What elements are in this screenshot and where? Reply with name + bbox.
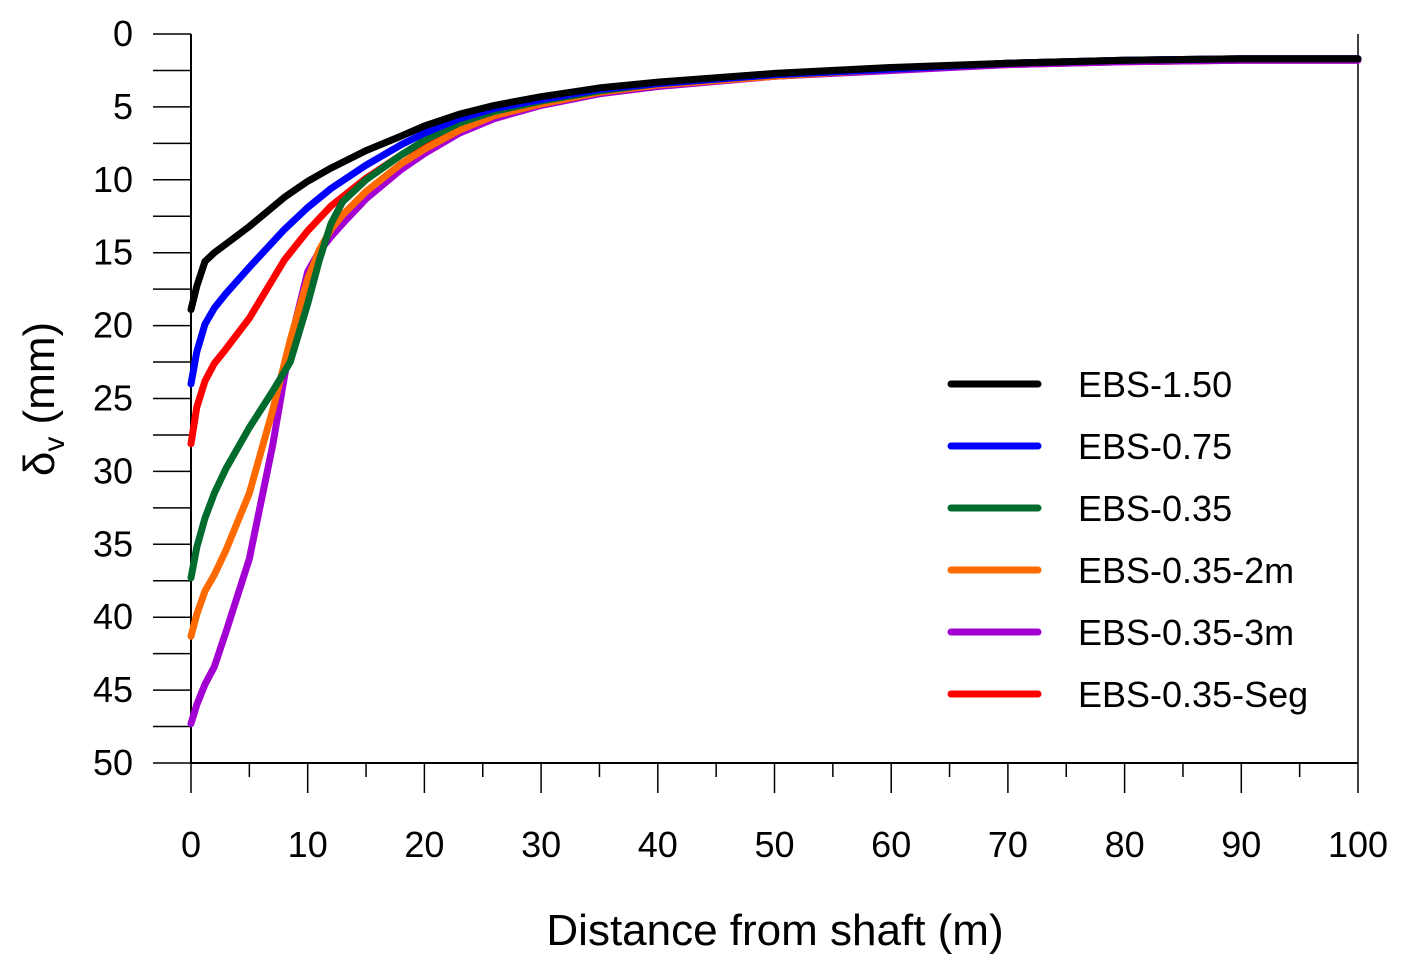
- x-tick-label: 70: [988, 824, 1028, 865]
- x-tick-label: 40: [638, 824, 678, 865]
- legend-item: EBS-0.35: [947, 488, 1232, 529]
- y-tick-label: 45: [93, 669, 133, 710]
- x-tick-label: 100: [1328, 824, 1388, 865]
- legend-label: EBS-0.35-2m: [1078, 550, 1294, 591]
- legend: EBS-1.50 EBS-0.75 EBS-0.35 EBS-0.35-2m EBS-0…: [947, 364, 1308, 715]
- axes: 0 5 10 15 20 25 30 35 40 45 50 0 10 20 30 40 50 60 70 80 90 1…: [93, 13, 1388, 865]
- legend-item: EBS-0.35-Seg: [947, 674, 1308, 715]
- y-tick-label: 10: [93, 159, 133, 200]
- y-tick-label: 0: [113, 13, 133, 54]
- y-axis-title-unit: (mm): [15, 322, 64, 425]
- y-tick-label: 15: [93, 232, 133, 273]
- legend-label: EBS-0.35: [1078, 488, 1232, 529]
- legend-label: EBS-0.75: [1078, 426, 1232, 467]
- x-tick-label: 20: [404, 824, 444, 865]
- x-tick-label: 30: [521, 824, 561, 865]
- x-tick-label: 50: [754, 824, 794, 865]
- series-layer: [187, 55, 1362, 728]
- legend-item: EBS-0.35-2m: [947, 550, 1294, 591]
- x-axis-title: Distance from shaft (m): [546, 906, 1003, 955]
- x-tick-label: 80: [1105, 824, 1145, 865]
- y-tick-label: 20: [93, 305, 133, 346]
- y-tick-label: 5: [113, 86, 133, 127]
- legend-item: EBS-0.75: [947, 426, 1232, 467]
- x-tick-label: 60: [871, 824, 911, 865]
- y-tick-label: 35: [93, 523, 133, 564]
- series-line-ebs-1-50: [187, 55, 1362, 314]
- legend-item: EBS-1.50: [947, 364, 1232, 405]
- legend-label: EBS-1.50: [1078, 364, 1232, 405]
- y-axis-title-symbol: δ: [15, 452, 64, 477]
- y-axis-title: δv (mm): [15, 322, 71, 476]
- legend-label: EBS-0.35-3m: [1078, 612, 1294, 653]
- x-tick-label: 10: [288, 824, 328, 865]
- series-line-ebs-0-75: [187, 55, 1362, 388]
- legend-item: EBS-0.35-3m: [947, 612, 1294, 653]
- y-tick-label: 25: [93, 378, 133, 419]
- y-tick-label: 40: [93, 596, 133, 637]
- x-tick-label: 90: [1221, 824, 1261, 865]
- y-tick-label: 50: [93, 742, 133, 783]
- svg-text:δv (mm): δv (mm): [15, 322, 71, 476]
- y-axis-title-subscript: v: [38, 437, 71, 452]
- x-tick-label: 0: [181, 824, 201, 865]
- legend-label: EBS-0.35-Seg: [1078, 674, 1308, 715]
- y-tick-label: 30: [93, 450, 133, 491]
